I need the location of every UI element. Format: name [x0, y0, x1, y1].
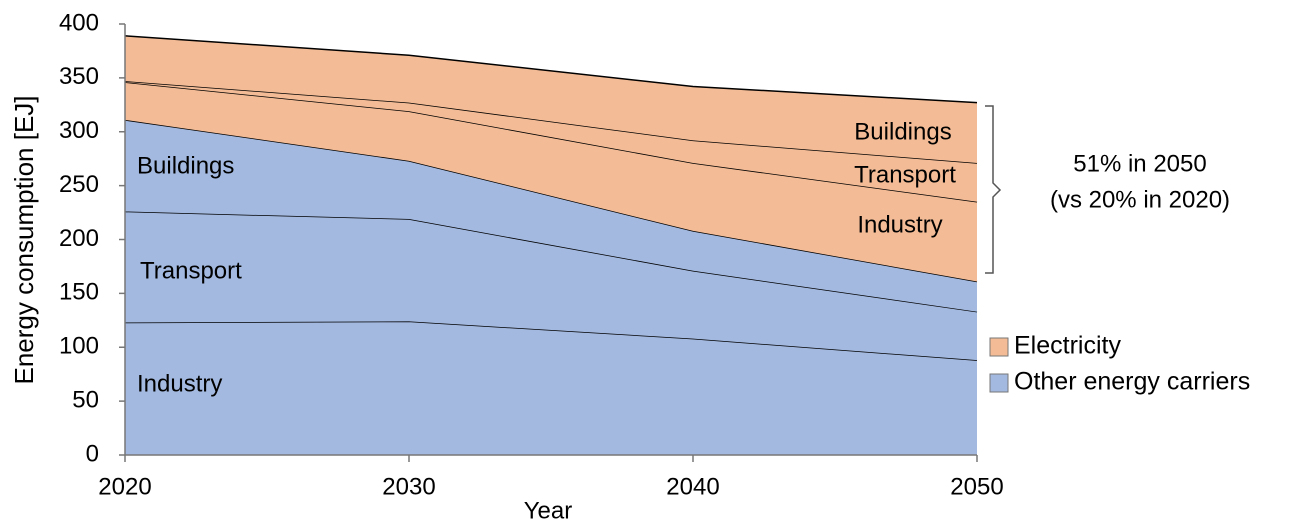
area-label: Transport	[140, 257, 242, 284]
y-tick-label: 0	[86, 440, 99, 467]
y-tick-label: 350	[59, 63, 99, 90]
area	[125, 82, 977, 282]
y-tick-label: 200	[59, 225, 99, 252]
area	[125, 35, 977, 163]
y-axis-label: Energy consumption [EJ]	[9, 95, 39, 384]
y-tick-label: 100	[59, 333, 99, 360]
y-tick-label: 250	[59, 171, 99, 198]
x-tick-label: 2030	[382, 473, 435, 500]
x-tick-label: 2040	[666, 473, 719, 500]
area-label: Transport	[854, 161, 956, 188]
y-tick-label: 300	[59, 117, 99, 144]
x-tick-label: 2020	[98, 473, 151, 500]
legend-swatch	[989, 373, 1009, 393]
y-tick-label: 400	[59, 9, 99, 36]
bracket	[985, 105, 1002, 274]
area	[125, 81, 977, 202]
x-tick-label: 2050	[950, 473, 1003, 500]
area-label: Industry	[137, 370, 222, 397]
area-label: Industry	[857, 211, 942, 238]
area-label: Buildings	[854, 118, 951, 145]
annotation: (vs 20% in 2020)	[1050, 186, 1230, 213]
area-label: Buildings	[137, 152, 234, 179]
legend-swatch	[989, 337, 1009, 357]
area	[125, 321, 977, 455]
legend-label: Electricity	[1014, 332, 1121, 360]
annotation: 51% in 2050	[1073, 150, 1206, 177]
area	[125, 119, 977, 312]
x-axis-label: Year	[524, 497, 573, 524]
area-edge	[124, 35, 978, 104]
legend-label: Other energy carriers	[1014, 368, 1250, 396]
y-tick-label: 50	[72, 386, 99, 413]
area	[125, 211, 977, 361]
y-tick-label: 150	[59, 279, 99, 306]
